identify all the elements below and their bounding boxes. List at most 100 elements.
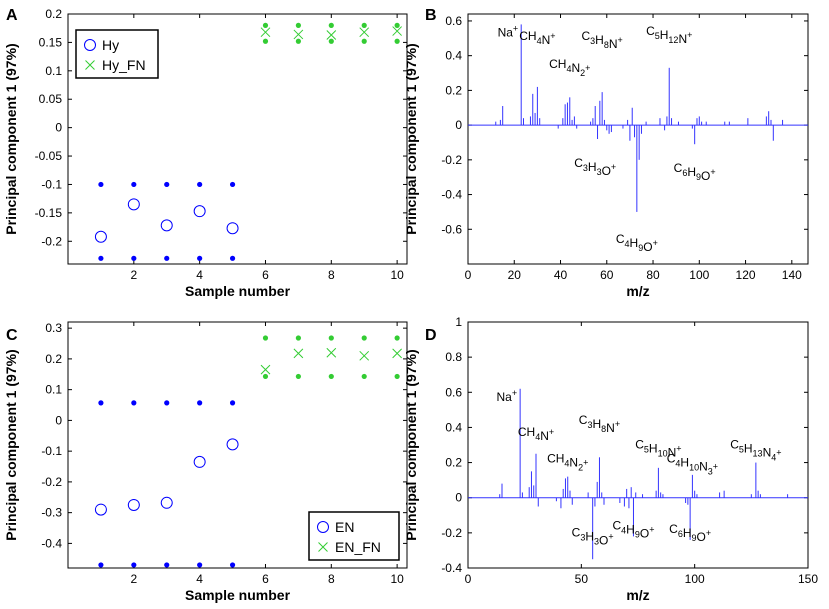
- peak-annotation: Na+: [497, 388, 518, 404]
- peak-annotation: C3H8N+: [581, 29, 622, 51]
- lower-limit-dot: [361, 38, 367, 44]
- legend: EN EN_FN: [308, 511, 400, 561]
- y-tick-label: 0.3: [45, 321, 62, 335]
- lower-limit-dot: [328, 373, 334, 380]
- data-point: [293, 348, 304, 359]
- y-tick-label: 0.4: [445, 420, 462, 434]
- data-point: [160, 219, 173, 232]
- lower-limit-dot: [197, 562, 203, 568]
- peak-annotation: C5H12N+: [646, 24, 692, 46]
- panel-c: C 2 4 6 8 10 0.3 0.2 0.1 0 -0.1 -0.2 -0.3 -0.4 Sample …: [3, 321, 408, 603]
- x-tick-label: 8: [328, 572, 335, 586]
- y-tick-label: -0.2: [41, 234, 62, 248]
- data-point: [260, 27, 271, 38]
- y-axis-label: Principal component 1 (97%): [403, 349, 419, 540]
- lower-limit-dot: [197, 255, 203, 261]
- lower-limit-dot: [98, 562, 104, 568]
- upper-limit-dot: [262, 335, 269, 341]
- y-tick-label: 0.2: [445, 83, 462, 97]
- lower-limit-dot: [229, 255, 236, 261]
- y-tick-label: 0: [455, 118, 462, 132]
- y-tick-label: 0: [55, 121, 62, 135]
- legend-marker-x: [318, 542, 328, 552]
- panel-letter: B: [425, 7, 437, 24]
- y-tick-label: -0.1: [41, 444, 62, 458]
- x-tick-label: 100: [689, 268, 709, 282]
- legend-box: [75, 29, 159, 79]
- peak-annotation: C5H13N4+: [730, 438, 781, 463]
- peak-annotation: C3H3O+: [572, 525, 614, 547]
- x-tick-label: 150: [798, 572, 818, 586]
- x-tick-label: 20: [508, 268, 522, 282]
- y-tick-label: 0.2: [45, 7, 62, 21]
- y-tick-label: -0.6: [441, 222, 462, 236]
- lower-limit-dot: [262, 373, 269, 380]
- upper-limit-dot: [328, 335, 334, 341]
- lower-limit-dot: [295, 373, 301, 380]
- peak-annotation: CH4N2+: [549, 57, 590, 78]
- x-tick-label: 8: [328, 268, 335, 282]
- spectrum-peaks: [495, 24, 784, 212]
- data-point: [226, 222, 239, 235]
- x-axis-label: Sample number: [185, 587, 291, 603]
- y-tick-label: -0.4: [441, 561, 462, 575]
- peak-annotation: C4H10N3+: [667, 452, 718, 477]
- x-tick-label: 100: [685, 572, 705, 586]
- x-tick-label: 4: [196, 572, 203, 586]
- y-tick-label: -0.2: [41, 475, 62, 489]
- axes-frame: [467, 13, 809, 265]
- y-tick-label: 0.2: [45, 352, 62, 366]
- data-point: [392, 26, 402, 36]
- axes-frame: [67, 13, 408, 265]
- y-tick-label: 0.8: [445, 350, 462, 364]
- x-tick-label: 40: [554, 268, 568, 282]
- spectrum-peaks: [499, 388, 789, 560]
- x-tick-label: 60: [600, 268, 614, 282]
- data-point: [94, 503, 107, 516]
- lower-limit-dot: [394, 38, 400, 44]
- upper-limit-dot: [164, 181, 170, 188]
- axes-frame: [467, 321, 809, 569]
- lower-limit-dot: [164, 562, 170, 568]
- x-tick-label: 0: [465, 572, 472, 586]
- series-hy: [94, 181, 239, 261]
- peak-annotation: C4H9O+: [616, 232, 658, 254]
- y-axis-label: Principal component 1 (97%): [3, 349, 19, 540]
- data-point: [193, 205, 206, 218]
- y-tick-label: 0.15: [39, 35, 63, 49]
- y-tick-label: -0.15: [35, 206, 63, 220]
- data-point: [359, 350, 370, 361]
- panel-d: D 0 50 100 150 1 0.8 0.6 0.4 0.2 0 -0.2 -0.4 m/z Princ…: [403, 315, 818, 603]
- y-tick-label: 0: [55, 413, 62, 427]
- peak-annotation: CH4N+: [519, 29, 555, 47]
- y-tick-label: 0.6: [445, 385, 462, 399]
- axes-frame: [67, 321, 408, 569]
- data-point: [226, 438, 239, 451]
- lower-limit-dot: [295, 38, 301, 44]
- upper-limit-dot: [131, 181, 137, 188]
- panel-letter: A: [6, 7, 18, 24]
- upper-limit-dot: [394, 22, 400, 28]
- y-tick-label: -0.1: [41, 177, 62, 191]
- x-tick-label: 50: [575, 572, 589, 586]
- y-tick-label: 0.4: [445, 49, 462, 63]
- upper-limit-dot: [394, 335, 400, 341]
- x-tick-label: 140: [782, 268, 802, 282]
- legend-marker-circle: [317, 521, 329, 533]
- data-point: [127, 198, 140, 211]
- y-axis-label: Principal component 1 (97%): [3, 43, 19, 234]
- legend-entry: EN_FN: [335, 539, 381, 555]
- lower-limit-dot: [229, 562, 236, 568]
- upper-limit-dot: [262, 22, 269, 28]
- y-tick-label: 0.1: [45, 64, 62, 78]
- lower-limit-dot: [262, 38, 269, 44]
- panel-letter: D: [425, 327, 437, 344]
- x-tick-label: 2: [130, 572, 137, 586]
- legend-entry: EN: [335, 519, 354, 535]
- upper-limit-dot: [295, 335, 301, 341]
- y-tick-label: -0.2: [441, 153, 462, 167]
- data-point: [260, 364, 271, 375]
- data-point: [160, 496, 173, 509]
- lower-limit-dot: [361, 373, 367, 380]
